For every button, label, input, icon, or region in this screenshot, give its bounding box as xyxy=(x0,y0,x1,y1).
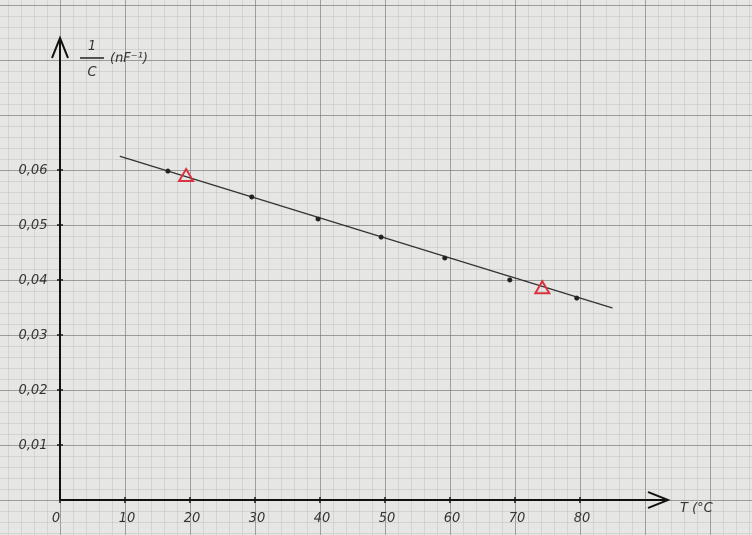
x-label: T (°C xyxy=(680,501,714,516)
x-tick-label: 0 xyxy=(52,511,60,526)
y-label-denominator: C xyxy=(87,65,97,80)
x-tick-label: 60 xyxy=(444,511,461,526)
x-tick-label: 10 xyxy=(119,511,136,526)
x-tick-label: 70 xyxy=(509,511,526,526)
y-tick-label: 0,05 xyxy=(19,218,48,233)
y-tick-label: 0,02 xyxy=(19,383,48,398)
y-tick-label: 0,03 xyxy=(19,328,48,343)
data-point xyxy=(165,169,170,174)
y-label-numerator: 1 xyxy=(88,39,96,54)
x-tick-label: 30 xyxy=(249,511,266,526)
y-tick-label: 0,04 xyxy=(19,273,48,288)
y-tick-label: 0,06 xyxy=(19,163,48,178)
data-point xyxy=(316,216,321,221)
data-point xyxy=(249,194,254,199)
graph-paper-chart: 1 C (nF⁻¹) T (°C 0 10 20 30 40 50 60 70 80 0,01 0,… xyxy=(0,0,752,535)
x-tick-label: 20 xyxy=(184,511,201,526)
data-point xyxy=(574,296,579,301)
y-label-unit: (nF⁻¹) xyxy=(110,51,148,66)
y-tick-label: 0,01 xyxy=(19,438,48,453)
data-point xyxy=(507,278,512,283)
data-point xyxy=(442,256,447,261)
x-tick-label: 50 xyxy=(379,511,396,526)
x-tick-label: 80 xyxy=(574,511,591,526)
data-point xyxy=(379,235,384,240)
x-tick-label: 40 xyxy=(314,511,331,526)
paper-major-grid xyxy=(0,0,752,535)
